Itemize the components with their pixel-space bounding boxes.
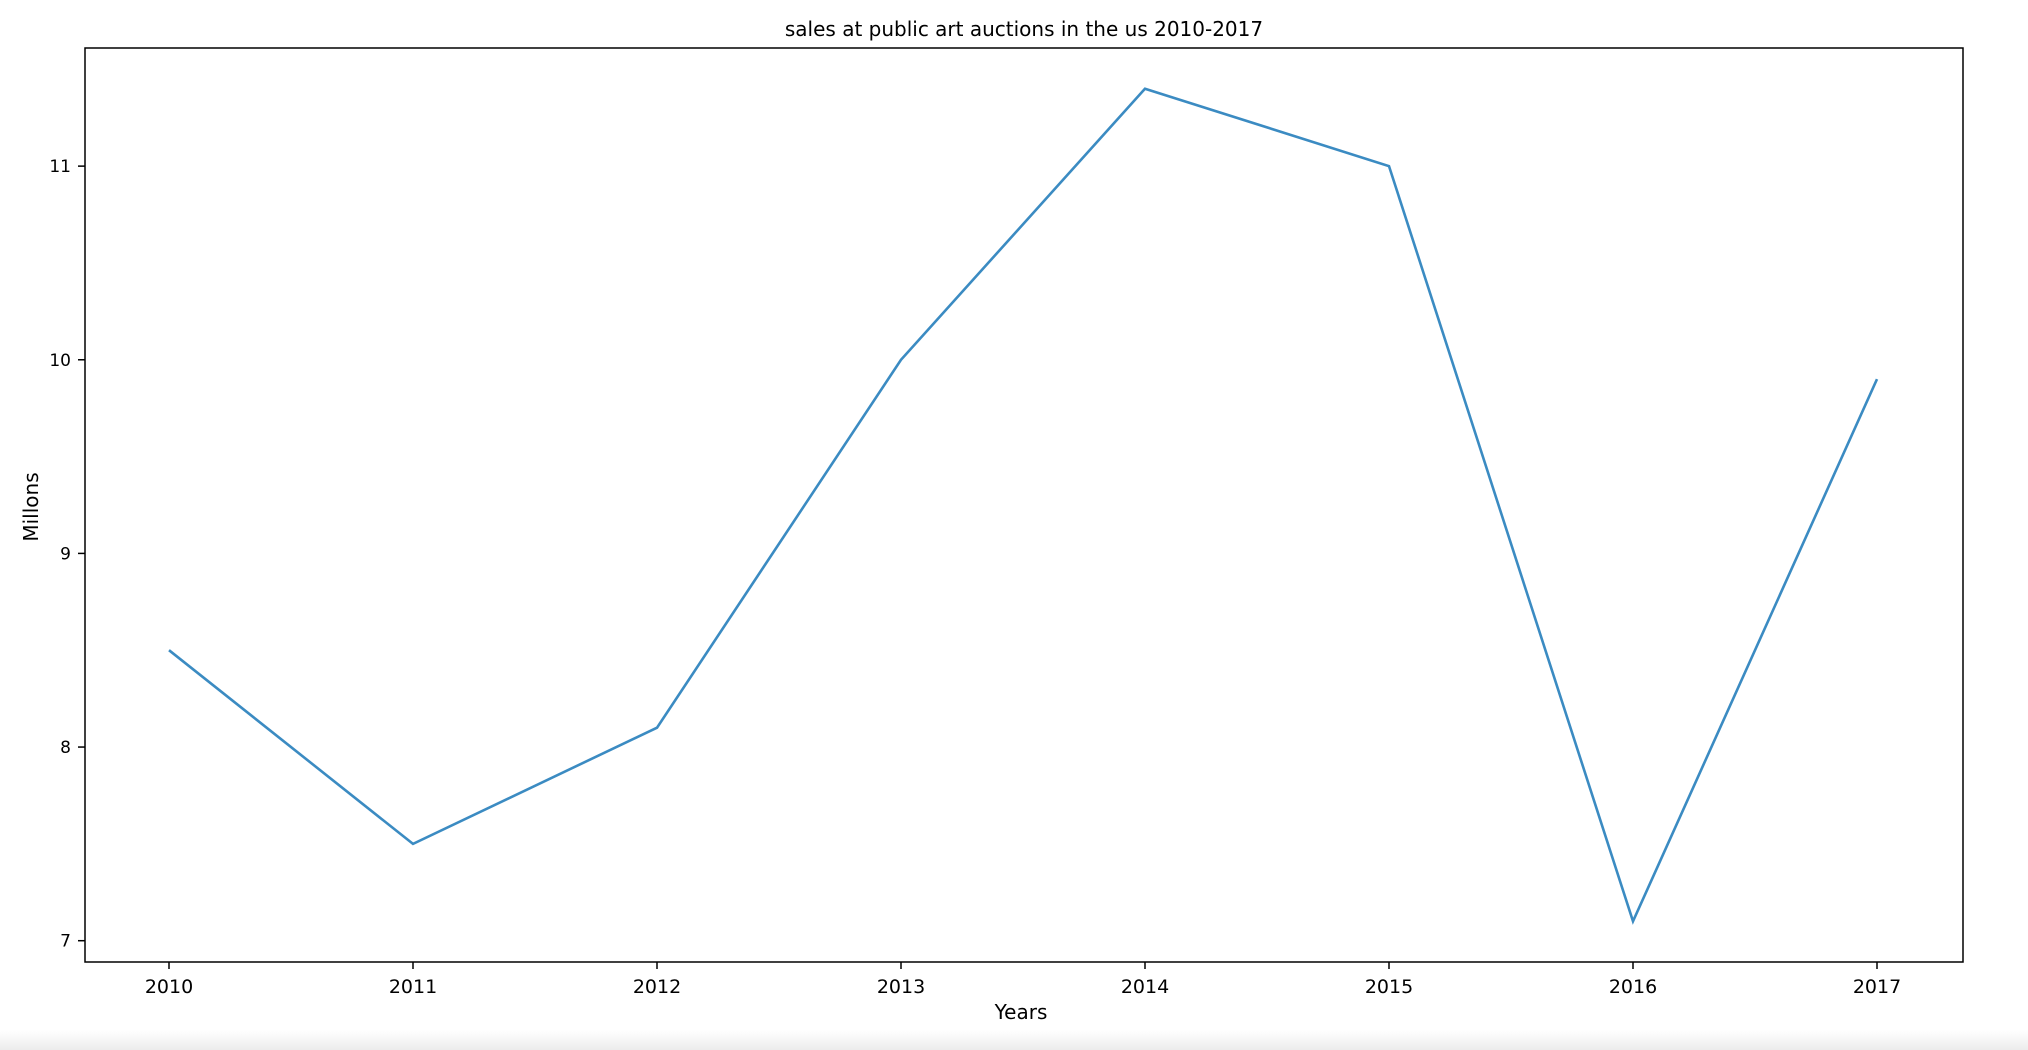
x-tick-label: 2017 (1853, 976, 1901, 998)
bottom-strip (0, 1030, 2028, 1050)
y-tick-label: 10 (49, 351, 71, 371)
x-tick-label: 2014 (1121, 976, 1169, 998)
y-tick-label: 9 (60, 544, 71, 564)
x-tick-label: 2012 (633, 976, 681, 998)
y-tick-label: 8 (60, 738, 71, 758)
x-tick-label: 2011 (389, 976, 437, 998)
series-layer (168, 87, 1879, 925)
x-tick-label: 2013 (877, 976, 925, 998)
x-axis-title: Years (994, 1000, 1048, 1024)
y-axis: 7 8 9 10 11 (49, 157, 85, 952)
y-tick-label: 7 (60, 932, 71, 952)
series-line (168, 87, 1879, 925)
y-tick-label: 11 (49, 157, 71, 177)
x-tick-label: 2010 (145, 976, 193, 998)
y-axis-title: Millons (19, 472, 43, 541)
x-axis: 2010 2011 2012 2013 2014 2015 2016 2017 (145, 962, 1901, 998)
chart-title: sales at public art auctions in the us 2… (785, 17, 1263, 41)
plot-area-frame (84, 47, 1964, 963)
x-tick-label: 2015 (1365, 976, 1413, 998)
x-tick-label: 2016 (1609, 976, 1657, 998)
